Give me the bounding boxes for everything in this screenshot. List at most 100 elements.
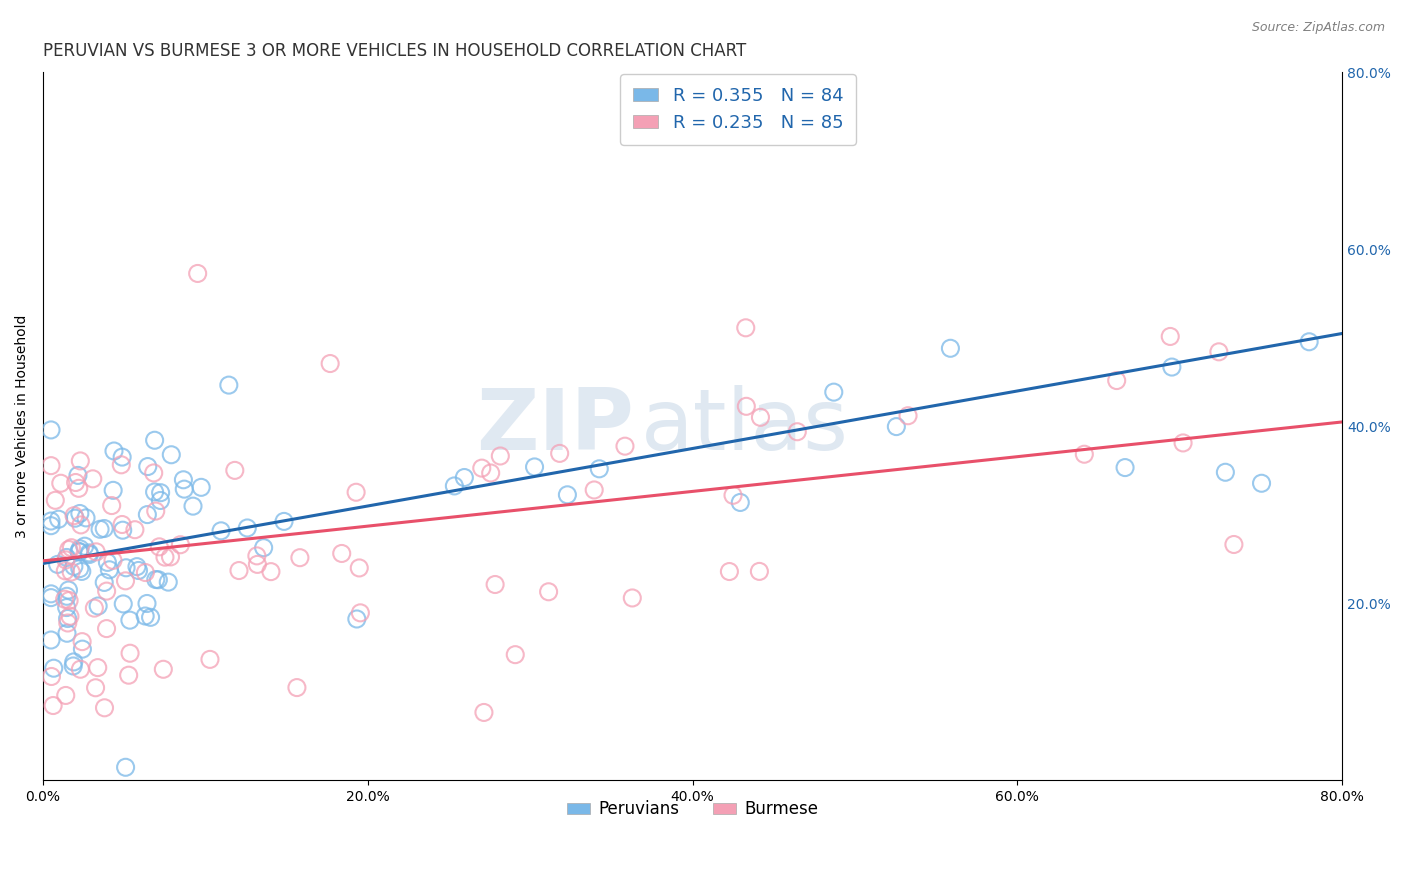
Point bbox=[139, 610, 162, 624]
Point bbox=[614, 439, 637, 453]
Point bbox=[67, 481, 90, 495]
Point bbox=[63, 559, 86, 574]
Point bbox=[187, 267, 209, 281]
Point bbox=[69, 454, 91, 468]
Text: atlas: atlas bbox=[641, 384, 849, 468]
Point bbox=[70, 517, 93, 532]
Point bbox=[62, 655, 84, 669]
Point bbox=[489, 449, 512, 463]
Point bbox=[173, 482, 195, 496]
Point bbox=[319, 357, 342, 371]
Point bbox=[96, 622, 118, 636]
Point bbox=[159, 549, 181, 564]
Point bbox=[330, 546, 353, 560]
Point bbox=[114, 760, 136, 774]
Point bbox=[65, 475, 87, 490]
Point bbox=[453, 470, 475, 484]
Point bbox=[734, 320, 756, 334]
Point bbox=[101, 483, 124, 498]
Point bbox=[471, 461, 494, 475]
Point bbox=[118, 668, 141, 682]
Point bbox=[1223, 537, 1246, 551]
Point bbox=[87, 599, 110, 613]
Point bbox=[153, 550, 176, 565]
Point bbox=[136, 459, 159, 474]
Point bbox=[748, 565, 770, 579]
Point bbox=[67, 545, 90, 559]
Point bbox=[63, 511, 86, 525]
Point bbox=[886, 419, 908, 434]
Point bbox=[70, 565, 93, 579]
Point bbox=[39, 458, 62, 473]
Point bbox=[56, 626, 79, 640]
Point bbox=[66, 468, 89, 483]
Point bbox=[472, 706, 495, 720]
Point bbox=[246, 549, 269, 563]
Text: Source: ZipAtlas.com: Source: ZipAtlas.com bbox=[1251, 21, 1385, 34]
Point bbox=[58, 583, 80, 598]
Point bbox=[39, 587, 62, 601]
Point bbox=[721, 488, 744, 502]
Point bbox=[236, 521, 259, 535]
Point bbox=[56, 615, 79, 630]
Point bbox=[142, 466, 165, 480]
Point bbox=[111, 450, 134, 464]
Legend: Peruvians, Burmese: Peruvians, Burmese bbox=[560, 794, 825, 825]
Point bbox=[157, 575, 180, 590]
Point bbox=[349, 561, 371, 575]
Point bbox=[110, 458, 132, 472]
Point bbox=[111, 517, 134, 532]
Point bbox=[149, 493, 172, 508]
Point bbox=[503, 648, 526, 662]
Point bbox=[53, 592, 76, 607]
Point bbox=[718, 565, 741, 579]
Point bbox=[128, 564, 150, 578]
Point bbox=[557, 488, 579, 502]
Point bbox=[253, 541, 276, 555]
Point bbox=[79, 548, 101, 562]
Point bbox=[1114, 460, 1136, 475]
Point bbox=[118, 613, 141, 627]
Point bbox=[349, 606, 371, 620]
Point bbox=[41, 669, 63, 683]
Point bbox=[59, 609, 82, 624]
Y-axis label: 3 or more Vehicles in Household: 3 or more Vehicles in Household bbox=[15, 315, 30, 538]
Point bbox=[49, 476, 72, 491]
Point bbox=[583, 483, 606, 497]
Point bbox=[344, 485, 367, 500]
Point bbox=[114, 574, 136, 588]
Point bbox=[1073, 447, 1095, 461]
Point bbox=[1208, 344, 1230, 359]
Point bbox=[72, 642, 94, 657]
Point bbox=[548, 446, 571, 460]
Point bbox=[42, 661, 65, 675]
Point bbox=[260, 565, 283, 579]
Point bbox=[285, 681, 308, 695]
Point bbox=[84, 545, 107, 559]
Point bbox=[39, 518, 62, 533]
Point bbox=[42, 698, 65, 713]
Point bbox=[98, 563, 121, 577]
Text: ZIP: ZIP bbox=[477, 384, 634, 468]
Point bbox=[484, 577, 506, 591]
Point bbox=[56, 611, 79, 625]
Point bbox=[346, 612, 368, 626]
Point bbox=[56, 589, 79, 603]
Point bbox=[148, 540, 170, 554]
Point bbox=[93, 700, 115, 714]
Point bbox=[46, 558, 69, 572]
Point bbox=[83, 601, 105, 615]
Point bbox=[143, 485, 166, 500]
Point bbox=[145, 573, 167, 587]
Point bbox=[823, 385, 845, 400]
Point bbox=[897, 409, 920, 423]
Point bbox=[69, 541, 91, 556]
Point bbox=[39, 514, 62, 528]
Point bbox=[100, 499, 122, 513]
Point bbox=[111, 523, 134, 537]
Point bbox=[77, 546, 100, 560]
Point bbox=[939, 341, 962, 355]
Point bbox=[136, 508, 159, 522]
Point bbox=[224, 463, 246, 477]
Point bbox=[218, 378, 240, 392]
